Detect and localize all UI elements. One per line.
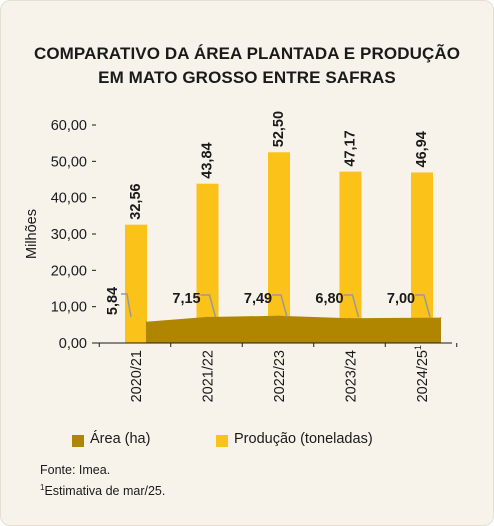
area-point [440, 317, 442, 319]
area-point [349, 317, 350, 319]
y-tick-label: 10,00 [51, 300, 87, 316]
x-tick-label: 2020/21 [129, 350, 145, 402]
chart-title: COMPARATIVO DA ÁREA PLANTADA E PRODUÇÃO … [0, 42, 494, 90]
area-point [206, 316, 207, 318]
y-tick-label: 20,00 [51, 263, 87, 279]
footnote-text: Estimativa de mar/25. [44, 484, 166, 499]
legend-label-producao: Produção (toneladas) [234, 431, 373, 447]
bar-producao [196, 183, 219, 343]
data-label-area: 7,00 [387, 291, 415, 307]
chart-title-line-1: COMPARATIVO DA ÁREA PLANTADA E PRODUÇÃO [33, 44, 461, 63]
label-connector [121, 293, 132, 318]
footnote: 1Estimativa de mar/25. [40, 479, 165, 500]
chart-notes: Fonte: Imea. 1Estimativa de mar/25. [40, 461, 165, 500]
data-label-producao: 43,84 [200, 142, 216, 178]
legend-swatch-producao [216, 435, 228, 447]
bar-producao [125, 224, 147, 343]
legend-swatch-area [72, 435, 84, 447]
y-axis-label: Milhões [24, 209, 40, 259]
data-label-producao: 32,56 [128, 183, 144, 219]
x-tick-label: 2024/25 [415, 350, 431, 402]
bar-producao [339, 171, 362, 343]
data-label-producao: 52,50 [271, 111, 287, 147]
y-tick-label: 60,00 [51, 118, 87, 134]
y-tick-label: 30,00 [51, 227, 87, 243]
label-connector [272, 294, 288, 318]
y-tick-label: 0,00 [59, 336, 87, 352]
y-tick-label: 40,00 [51, 191, 87, 207]
bar-producao [411, 172, 433, 343]
data-label-area: 6,80 [315, 291, 343, 307]
data-label-producao: 47,17 [343, 130, 359, 166]
data-label-producao: 46,94 [414, 131, 430, 167]
x-tick-label: 2021/22 [201, 350, 217, 402]
data-label-area: 5,84 [105, 287, 121, 315]
x-tick-label: 2022/23 [272, 350, 288, 402]
data-label-area: 7,15 [172, 291, 200, 307]
area-series [146, 315, 441, 343]
label-connector [343, 294, 360, 318]
chart-title-line-2: EM MATO GROSSO ENTRE SAFRAS [98, 68, 396, 87]
data-label-area: 7,49 [244, 291, 272, 307]
footnote-marker: 1 [40, 483, 45, 492]
area-point [277, 315, 279, 317]
label-connector [415, 294, 431, 318]
legend-label-area: Área (ha) [90, 431, 151, 447]
label-connector [200, 294, 217, 318]
x-tick-footnote-marker: 1 [413, 345, 423, 350]
y-tick-label: 50,00 [51, 154, 87, 170]
x-tick-label: 2023/24 [344, 350, 360, 402]
area-point [145, 321, 147, 323]
source-note: Fonte: Imea. [40, 463, 111, 477]
